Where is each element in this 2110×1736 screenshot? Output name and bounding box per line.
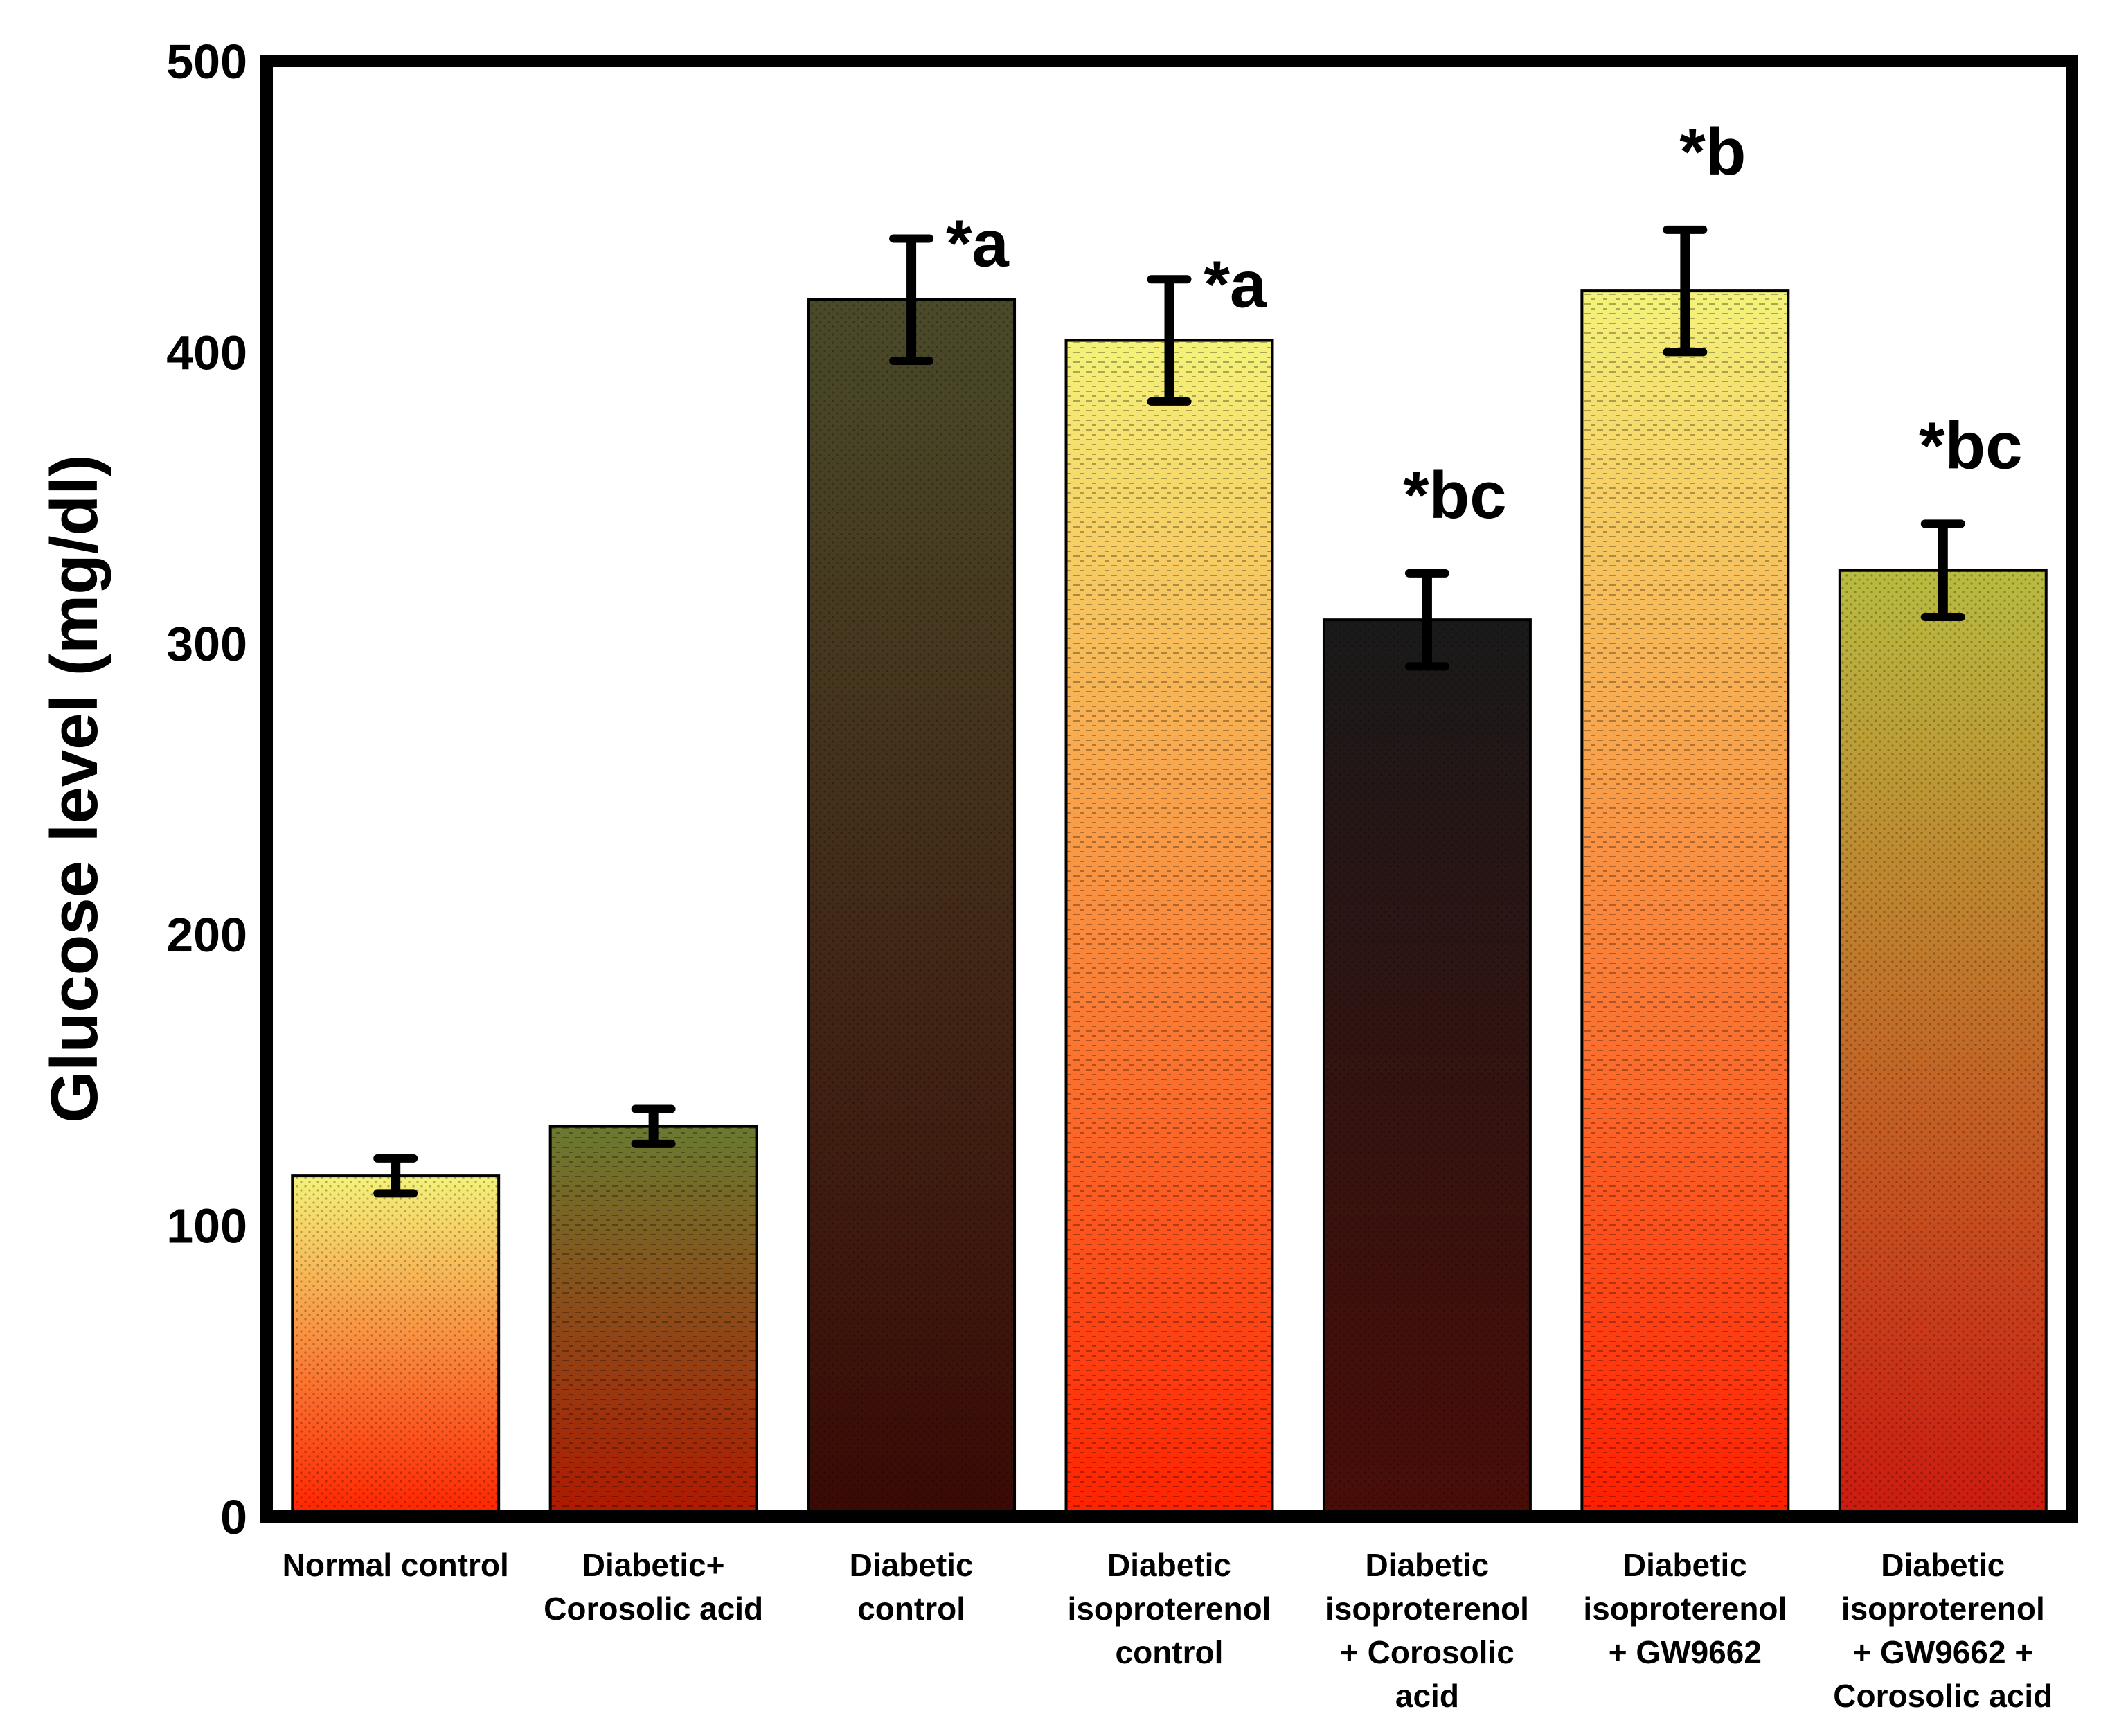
significance-label: *b [1679,115,1746,189]
bar-texture [1582,291,1789,1517]
bar-texture [292,1176,499,1516]
x-category-label: control [1116,1634,1224,1670]
bar-texture [550,1126,757,1516]
x-category-label: isoproterenol [1325,1591,1529,1627]
error-bars [373,225,1965,1198]
x-category-label: acid [1395,1678,1459,1714]
error-bar [631,1104,676,1148]
x-category-label: Diabetic [850,1547,974,1583]
y-tick-label: 500 [166,35,247,89]
significance-label: *a [1204,247,1267,321]
x-category-label: Diabetic [1107,1547,1231,1583]
y-tick-label: 400 [166,325,247,379]
significance-label: *bc [1403,458,1506,533]
x-category-label: Diabetic [1881,1547,2005,1583]
x-category-label: Diabetic [1623,1547,1747,1583]
bar-texture [1066,340,1273,1517]
bars [291,289,2048,1519]
y-tick-label: 200 [166,908,247,962]
bar-texture [808,299,1015,1516]
y-axis-ticks: 0 100 200 300 400 500 [166,35,247,1544]
significance-annotations: *a *a *bc *b *bc [946,115,2022,533]
x-category-label: isoproterenol [1583,1591,1787,1627]
x-category-label: Corosolic acid [544,1591,763,1627]
x-axis-category-labels: Normal control Diabetic+ Corosolic acid Dia… [283,1547,2053,1714]
y-tick-label: 0 [220,1490,247,1544]
bar-texture [1839,570,2046,1517]
x-category-label: Corosolic acid [1833,1678,2053,1714]
x-category-label: isoproterenol [1841,1591,2045,1627]
x-category-label: + GW9662 [1609,1634,1762,1670]
x-category-label: + GW9662 + [1852,1634,2033,1670]
error-bar [1147,275,1192,406]
bar-texture [1323,620,1530,1517]
plot-frame [260,55,2078,1523]
y-tick-label: 300 [166,617,247,671]
y-axis-title: Glucose level (mg/dl) [37,454,111,1123]
error-bar [1404,569,1449,671]
error-bar [373,1154,418,1198]
error-bar [1663,225,1708,357]
x-category-label: Diabetic [1365,1547,1489,1583]
x-category-label: Diabetic+ [582,1547,725,1583]
significance-label: *bc [1919,409,2022,483]
x-category-label: control [857,1591,965,1627]
error-bar [889,234,934,366]
y-tick-label: 100 [166,1199,247,1253]
x-category-label: + Corosolic [1340,1634,1514,1670]
error-bar [1920,519,1965,621]
x-category-label: Normal control [283,1547,509,1583]
significance-label: *a [946,206,1009,280]
x-category-label: isoproterenol [1068,1591,1271,1627]
